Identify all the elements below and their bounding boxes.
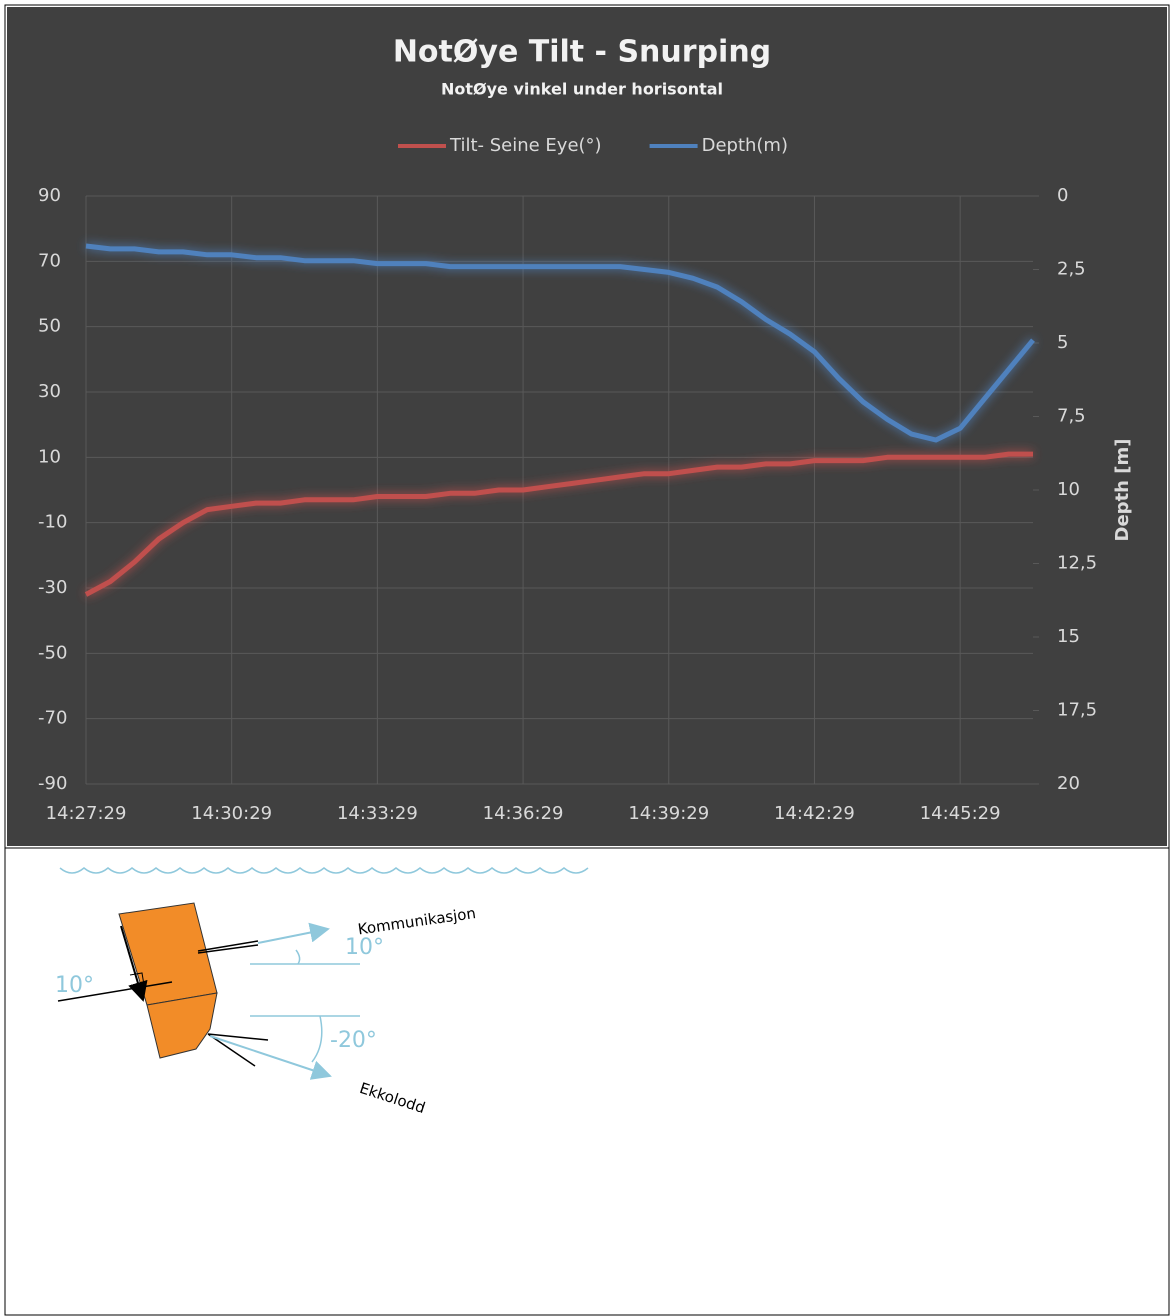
chart-subtitle: NotØye vinkel under horisontal bbox=[441, 80, 723, 99]
arrow bbox=[258, 929, 328, 943]
legend-label: Depth(m) bbox=[702, 135, 788, 156]
y2-axis-title: Depth [m] bbox=[1112, 439, 1133, 542]
diagram: Kommunikasjon 10° 10° -20° Ekkolodd bbox=[55, 868, 588, 1117]
chart-title: NotØye Tilt - Snurping bbox=[393, 35, 771, 70]
y2-tick-label: 10 bbox=[1057, 479, 1080, 500]
y2-tick-label: 12,5 bbox=[1057, 553, 1097, 574]
y-tick-label: -30 bbox=[38, 577, 67, 598]
device-bottom bbox=[147, 993, 217, 1058]
y-tick-label: 50 bbox=[38, 316, 61, 337]
chart-background bbox=[7, 7, 1167, 846]
y-tick-label: -90 bbox=[38, 773, 67, 794]
y-tick-label: 10 bbox=[38, 446, 61, 467]
label: Kommunikasjon bbox=[357, 904, 477, 938]
y-tick-label: 30 bbox=[38, 381, 61, 402]
y-tick-label: 70 bbox=[38, 250, 61, 271]
y2-tick-label: 15 bbox=[1057, 626, 1080, 647]
legend-label: Tilt- Seine Eye(°) bbox=[449, 135, 602, 156]
x-tick-label: 14:30:29 bbox=[191, 803, 272, 824]
y-tick-label: -50 bbox=[38, 642, 67, 663]
x-tick-label: 14:39:29 bbox=[628, 803, 709, 824]
page: NotØye Tilt - Snurping NotØye vinkel und… bbox=[0, 0, 1171, 1316]
angle-label: -20° bbox=[330, 1028, 377, 1053]
y2-tick-label: 20 bbox=[1057, 773, 1080, 794]
angle-label: 10° bbox=[55, 973, 94, 998]
angle-arc bbox=[296, 950, 300, 964]
x-tick-label: 14:45:29 bbox=[920, 803, 1001, 824]
angle-label: 10° bbox=[345, 935, 384, 960]
x-tick-label: 14:42:29 bbox=[774, 803, 855, 824]
y-tick-label: -10 bbox=[38, 512, 67, 533]
device-top bbox=[119, 903, 217, 1005]
x-tick-label: 14:33:29 bbox=[337, 803, 418, 824]
y2-tick-label: 2,5 bbox=[1057, 259, 1086, 280]
water-surface bbox=[60, 868, 588, 873]
x-tick-label: 14:36:29 bbox=[483, 803, 564, 824]
line bbox=[208, 1034, 255, 1066]
angle-arc bbox=[312, 1016, 322, 1062]
y2-tick-label: 17,5 bbox=[1057, 700, 1097, 721]
y2-tick-label: 0 bbox=[1057, 185, 1068, 206]
y2-tick-label: 5 bbox=[1057, 332, 1068, 353]
arrow bbox=[210, 1036, 330, 1076]
y-tick-label: -70 bbox=[38, 708, 67, 729]
x-tick-label: 14:27:29 bbox=[46, 803, 127, 824]
label: Ekkolodd bbox=[357, 1079, 427, 1117]
y2-tick-label: 7,5 bbox=[1057, 406, 1086, 427]
y-tick-label: 90 bbox=[38, 185, 61, 206]
